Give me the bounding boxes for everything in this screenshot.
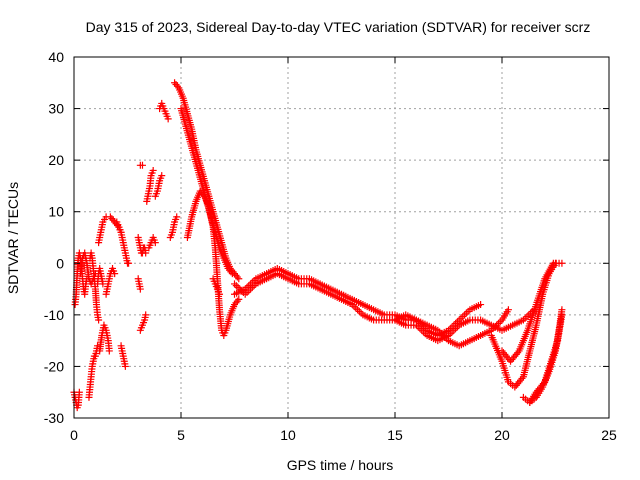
- data-point-marker: [149, 166, 157, 174]
- data-point-marker: [233, 297, 241, 305]
- series-track-o: [136, 161, 146, 169]
- data-point-marker: [75, 388, 83, 396]
- series-track-ab: [487, 259, 559, 391]
- x-tick-label: 25: [601, 427, 617, 443]
- data-point-marker: [504, 306, 512, 314]
- series-track-h: [96, 321, 113, 355]
- data-point-marker: [558, 259, 566, 267]
- data-point-marker: [111, 270, 119, 278]
- series-track-l: [134, 234, 150, 257]
- series-track-r: [151, 172, 166, 200]
- series-track-z: [231, 264, 485, 339]
- chart-title: Day 315 of 2023, Sidereal Day-to-day VTE…: [86, 19, 591, 35]
- series-track-ae: [526, 311, 566, 407]
- y-tick-label: 40: [48, 49, 64, 65]
- data-point-marker: [142, 311, 150, 319]
- data-point-marker: [158, 172, 166, 180]
- data-point-marker: [173, 213, 181, 221]
- series-track-k: [117, 342, 129, 370]
- series-track-aa: [391, 306, 512, 350]
- data-point-marker: [136, 285, 144, 293]
- x-tick-label: 5: [177, 427, 185, 443]
- series-track-a: [70, 388, 83, 412]
- series-track-j: [113, 218, 133, 267]
- y-tick-label: -10: [44, 307, 64, 323]
- data-point-marker: [235, 275, 243, 283]
- series-track-s: [156, 99, 172, 123]
- plot-frame: [73, 56, 610, 419]
- series-track-w: [183, 187, 243, 339]
- y-tick-label: -30: [44, 410, 64, 426]
- data-point-marker: [514, 349, 522, 357]
- axis-ticks: 0 5 10 15 20 25 -30 -20 -10 0 10 20 30 40: [44, 49, 617, 443]
- data-point-marker: [235, 295, 243, 303]
- data-point-marker: [164, 115, 172, 123]
- series-track-n: [136, 311, 150, 334]
- data-point-marker: [216, 290, 224, 298]
- x-tick-label: 0: [70, 427, 78, 443]
- data-point-marker: [121, 362, 129, 370]
- series-track-i: [102, 264, 119, 298]
- series-track-q: [145, 234, 159, 252]
- series-track-p: [143, 166, 157, 205]
- data-point-marker: [138, 161, 146, 169]
- data-point-marker: [105, 347, 113, 355]
- data-point-marker: [227, 268, 235, 276]
- data-point-marker: [558, 311, 566, 319]
- series-track-f: [94, 264, 107, 288]
- y-tick-label: 20: [48, 152, 64, 168]
- x-tick-label: 20: [494, 427, 510, 443]
- data-point-marker: [518, 374, 526, 382]
- data-point-marker: [228, 270, 236, 278]
- data-point-marker: [125, 259, 133, 267]
- data-point-marker: [142, 249, 150, 257]
- data-point-marker: [95, 316, 103, 324]
- y-tick-label: 10: [48, 204, 64, 220]
- y-tick-label: 0: [56, 255, 64, 271]
- x-tick-label: 10: [280, 427, 296, 443]
- series-track-m: [134, 275, 144, 293]
- data-point-marker: [199, 191, 207, 199]
- data-point-marker: [539, 380, 547, 388]
- data-points: [70, 79, 566, 412]
- y-tick-label: 30: [48, 101, 64, 117]
- series-track-x: [209, 275, 224, 298]
- data-point-marker: [173, 82, 181, 90]
- series-track-ac: [498, 259, 566, 365]
- data-point-marker: [151, 239, 159, 247]
- series-track-t: [166, 213, 181, 241]
- x-axis-label: GPS time / hours: [287, 457, 394, 473]
- data-point-marker: [477, 301, 485, 309]
- y-axis-label: SDTVAR / TECUs: [5, 182, 21, 294]
- data-point-marker: [233, 273, 241, 281]
- x-tick-label: 15: [387, 427, 403, 443]
- y-tick-label: -20: [44, 358, 64, 374]
